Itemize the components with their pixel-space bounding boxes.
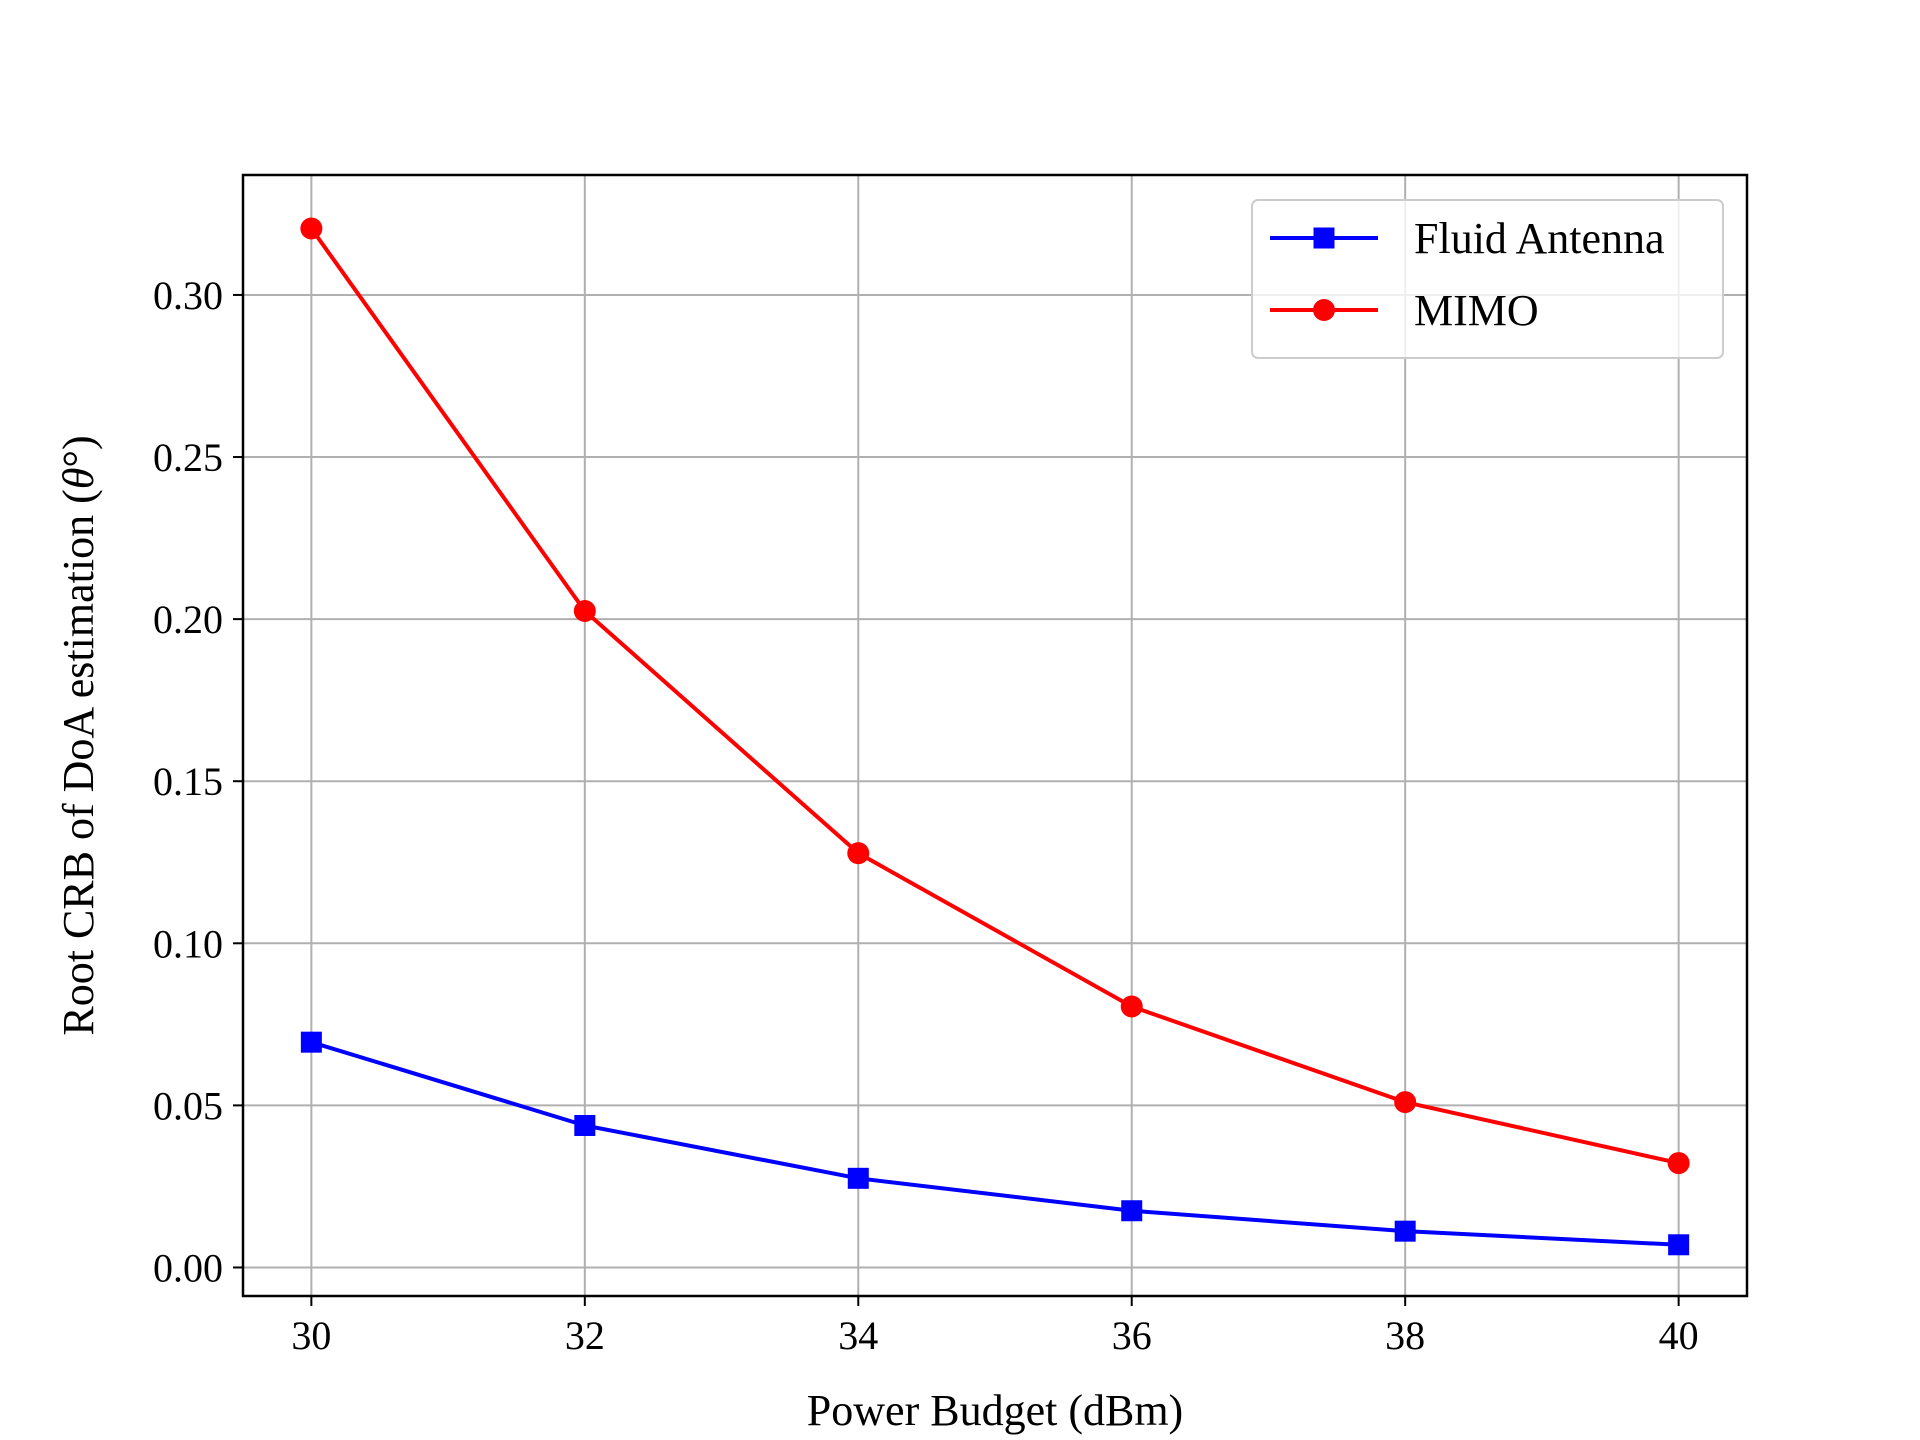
data-point-fluid-antenna — [1121, 1200, 1143, 1222]
plot-area-frame — [241, 173, 1749, 1298]
y-tick-label: 0.30 — [153, 273, 223, 318]
series-layer — [300, 217, 1690, 1256]
legend-label: Fluid Antenna — [1414, 214, 1665, 263]
data-point-fluid-antenna — [300, 1031, 322, 1053]
series-line-mimo — [309, 227, 1680, 1166]
data-point-mimo — [1120, 995, 1143, 1018]
ticks: 30 32 34 36 38 40 0.00 0.05 0.10 0.15 0.20 0.25 0.30 — [153, 273, 1699, 1358]
x-tick-label: 40 — [1659, 1313, 1699, 1358]
data-point-mimo — [1667, 1152, 1690, 1175]
data-point-fluid-antenna — [1394, 1220, 1416, 1242]
data-point-mimo — [573, 600, 596, 623]
data-point-mimo — [847, 842, 870, 865]
y-axis-label: Root CRB of DoA estimation (θ°) — [54, 435, 103, 1035]
series-line-fluid-antenna — [310, 1040, 1679, 1247]
y-tick-label: 0.15 — [153, 759, 223, 804]
data-point-fluid-antenna — [847, 1167, 869, 1189]
y-tick-label: 0.25 — [153, 435, 223, 480]
series-mimo — [300, 217, 1690, 1175]
series-fluid-antenna — [300, 1031, 1690, 1256]
x-tick-label: 34 — [838, 1313, 878, 1358]
x-axis-label: Power Budget (dBm) — [807, 1386, 1183, 1435]
data-point-mimo — [1394, 1091, 1417, 1114]
x-tick-label: 36 — [1112, 1313, 1152, 1358]
y-tick-label: 0.10 — [153, 921, 223, 966]
legend-item-fluid-antenna: Fluid Antenna — [1270, 214, 1665, 263]
x-tick-label: 38 — [1385, 1313, 1425, 1358]
x-tick-label: 30 — [291, 1313, 331, 1358]
data-point-fluid-antenna — [1668, 1234, 1690, 1256]
y-tick-label: 0.05 — [153, 1083, 223, 1128]
legend-item-mimo: MIMO — [1270, 286, 1539, 335]
legend-label: MIMO — [1414, 286, 1539, 335]
data-point-mimo — [300, 217, 323, 240]
y-axis-label-prefix: Root CRB of DoA estimation ( — [54, 489, 103, 1035]
y-tick-label: 0.20 — [153, 597, 223, 642]
legend: Fluid Antenna MIMO — [1251, 199, 1724, 359]
y-axis-label-suffix: °) — [54, 435, 103, 467]
legend-marker — [1313, 227, 1335, 249]
x-tick-label: 32 — [565, 1313, 605, 1358]
y-axis-label-symbol: θ — [54, 468, 103, 490]
data-point-fluid-antenna — [574, 1114, 596, 1136]
y-tick-label: 0.00 — [153, 1245, 223, 1290]
legend-marker — [1313, 299, 1335, 321]
